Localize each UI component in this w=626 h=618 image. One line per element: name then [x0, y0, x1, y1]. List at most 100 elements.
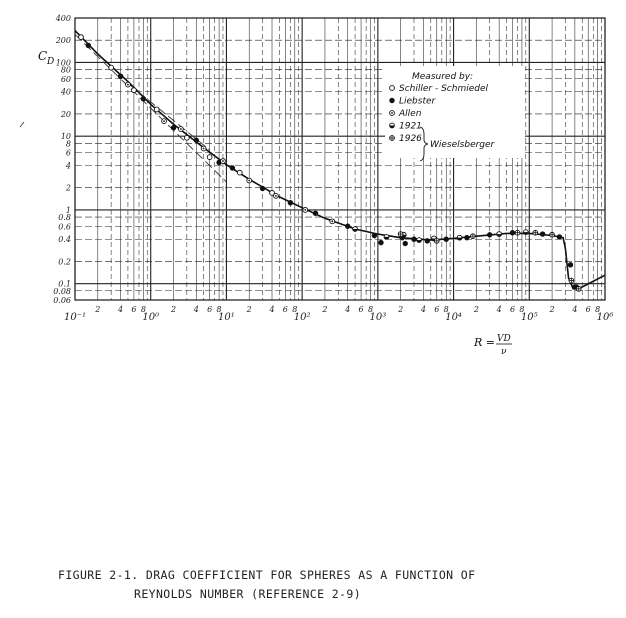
x-minor-tick-label: 6 [207, 305, 212, 314]
figure-caption: FIGURE 2-1. DRAG COEFFICIENT FOR SPHERES… [58, 566, 475, 604]
data-point [443, 236, 449, 242]
marker-shape [229, 165, 236, 171]
data-point [206, 154, 213, 160]
data-point [259, 185, 266, 192]
data-point [131, 87, 137, 94]
x-minor-tick-label: 6 [434, 305, 439, 314]
legend-entry-label: Liebster [399, 97, 437, 107]
x-axis-label-den: ν [501, 347, 507, 357]
marker-dot [163, 120, 165, 122]
marker-shape [287, 200, 294, 206]
marker-shape [424, 238, 431, 244]
x-minor-tick-label: 2 [473, 305, 479, 314]
data-point [329, 218, 336, 225]
data-point [486, 232, 493, 238]
legend-entry-label: Schiller - Schmiedel [399, 84, 488, 94]
data-point [424, 238, 431, 244]
marker-shape [259, 185, 266, 192]
data-point [183, 134, 190, 141]
marker-shape [183, 134, 190, 141]
marker-shape [464, 234, 470, 241]
data-point [539, 231, 546, 237]
oseen-reference-line [127, 82, 210, 151]
x-minor-tick-label: 4 [193, 305, 199, 314]
marker-shape [117, 73, 124, 79]
plot-frame [74, 17, 606, 301]
marker-shape [443, 236, 449, 242]
marker-dot [202, 147, 205, 150]
x-axis-label-main: R = [473, 336, 495, 349]
x-minor-tick-label: 4 [268, 305, 274, 314]
marker-half [352, 229, 358, 232]
data-point [140, 96, 147, 102]
grid-lines [74, 17, 606, 301]
y-tick-label: 6 [66, 149, 71, 158]
x-minor-tick-label: 2 [94, 305, 100, 314]
legend-group-label: Wieselsberger [430, 140, 496, 150]
marker-shape [140, 96, 147, 102]
y-tick-label: 0.8 [58, 213, 71, 222]
marker-shape [170, 125, 177, 131]
data-point [397, 231, 404, 237]
marker-shape [236, 169, 243, 176]
marker-shape [411, 236, 417, 242]
y-tick-label: 0.06 [53, 296, 71, 305]
data-point [567, 262, 574, 268]
marker-dot [304, 208, 307, 211]
data-point [200, 145, 207, 152]
y-tick-label: 20 [60, 110, 71, 119]
data-point [416, 237, 422, 243]
data-point [125, 81, 131, 88]
x-minor-tick-label: 8 [444, 305, 449, 314]
data-point [402, 240, 408, 247]
x-minor-tick-label: 4 [496, 305, 502, 314]
y-tick-label: 10 [61, 132, 71, 141]
legend-marker [389, 110, 395, 116]
x-tick-label: 10⁻¹ [64, 312, 86, 323]
data-point [153, 106, 160, 113]
marker-shape [539, 231, 546, 237]
x-minor-tick-label: 6 [586, 305, 591, 314]
x-axis-label-num: VD [497, 334, 511, 344]
y-axis-label-sub: D [46, 57, 54, 67]
x-tick-label: 10² [294, 312, 311, 323]
marker-shape [85, 42, 92, 49]
x-minor-tick-label: 2 [321, 305, 327, 314]
data-point [117, 73, 124, 79]
y-tick-label: 80 [61, 66, 71, 75]
marker-half [416, 240, 422, 243]
y-axis-label: C [38, 49, 47, 63]
x-minor-tick-label: 2 [397, 305, 403, 314]
legend-marker [389, 135, 395, 141]
marker-dot [248, 179, 251, 182]
legend-entries: Schiller - Schmiedel Liebster Allen 1921 192… [389, 84, 488, 144]
stokes-reference-line [74, 34, 227, 183]
x-minor-tick-label: 4 [420, 305, 426, 314]
marker-half [496, 234, 502, 237]
data-point [193, 137, 199, 143]
y-tick-label: 0.2 [58, 257, 71, 266]
data-point [575, 285, 582, 292]
legend-box [385, 66, 525, 158]
data-point [312, 210, 319, 216]
caption-line-2: REYNOLDS NUMBER (REFERENCE 2-9) [134, 587, 362, 601]
y-tick-label: 0.1 [58, 280, 71, 289]
marker-dot [127, 83, 129, 86]
drag-coefficient-chart: 4002001008060402010864210.80.60.40.20.10… [19, 14, 613, 357]
data-point [411, 236, 417, 242]
marker-half [523, 232, 529, 235]
x-tick-label: 10³ [369, 312, 386, 323]
data-point [456, 234, 463, 241]
marker-shape [567, 262, 574, 268]
data-point [229, 165, 236, 171]
data-point [496, 231, 503, 237]
x-minor-tick-label: 4 [344, 305, 350, 314]
marker-shape [486, 232, 493, 238]
x-minor-tick-label: 6 [283, 305, 288, 314]
legend-marker [389, 97, 395, 104]
marker-dot [274, 194, 277, 197]
marker-shape [345, 223, 351, 229]
data-point [383, 234, 390, 240]
y-tick-label: 0.6 [58, 222, 71, 231]
y-tick-label: 4 [65, 161, 71, 170]
